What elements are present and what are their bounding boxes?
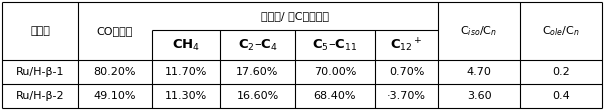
Text: 49.10%: 49.10% xyxy=(94,91,136,101)
Text: C$_{ole}$/C$_n$: C$_{ole}$/C$_n$ xyxy=(542,24,580,38)
Text: C$_5$–C$_{11}$: C$_5$–C$_{11}$ xyxy=(312,37,358,53)
Text: 68.40%: 68.40% xyxy=(314,91,356,101)
Text: Ru/H-β-1: Ru/H-β-1 xyxy=(16,67,64,77)
Text: 选择性/ （C摩尔数）: 选择性/ （C摩尔数） xyxy=(261,11,329,21)
Text: 70.00%: 70.00% xyxy=(314,67,356,77)
Text: ·3.70%: ·3.70% xyxy=(387,91,426,101)
Text: 0.4: 0.4 xyxy=(552,91,570,101)
Text: 11.70%: 11.70% xyxy=(165,67,207,77)
Text: CH$_4$: CH$_4$ xyxy=(172,37,200,53)
Text: 17.60%: 17.60% xyxy=(237,67,279,77)
Text: Ru/H-β-2: Ru/H-β-2 xyxy=(16,91,64,101)
Text: C$_{iso}$/C$_n$: C$_{iso}$/C$_n$ xyxy=(460,24,497,38)
Text: 80.20%: 80.20% xyxy=(94,67,136,77)
Text: C$_2$–C$_4$: C$_2$–C$_4$ xyxy=(238,37,278,53)
Text: C$_{12}$$^+$: C$_{12}$$^+$ xyxy=(390,36,423,54)
Text: 4.70: 4.70 xyxy=(466,67,491,77)
Text: 11.30%: 11.30% xyxy=(165,91,207,101)
Text: 0.70%: 0.70% xyxy=(389,67,424,77)
Text: 3.60: 3.60 xyxy=(466,91,491,101)
Text: 0.2: 0.2 xyxy=(552,67,570,77)
Text: 催化剂: 催化剂 xyxy=(30,26,50,36)
Text: CO转化率: CO转化率 xyxy=(97,26,133,36)
Text: 16.60%: 16.60% xyxy=(237,91,279,101)
